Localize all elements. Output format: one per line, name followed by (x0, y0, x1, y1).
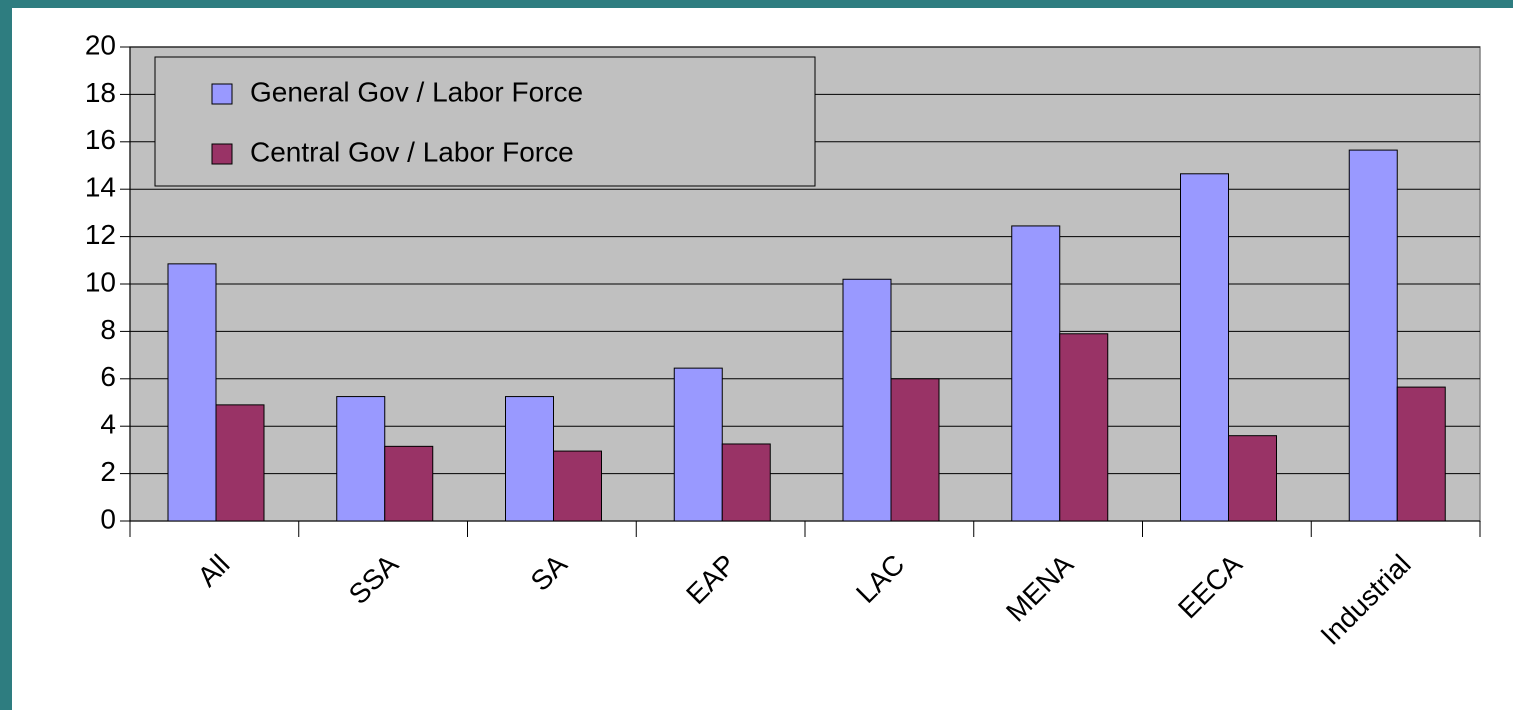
legend-swatch (211, 143, 233, 165)
bar (1011, 225, 1061, 522)
bar (721, 443, 771, 522)
legend-swatch (211, 83, 233, 105)
y-tick-label: 0 (100, 503, 116, 534)
y-tick-label: 18 (85, 77, 116, 108)
bar (384, 445, 434, 522)
y-tick-label: 10 (85, 266, 116, 297)
y-tick-label: 16 (85, 124, 116, 155)
y-tick-label: 6 (100, 361, 116, 392)
y-tick-label: 20 (85, 29, 116, 60)
legend-label: Central Gov / Labor Force (250, 136, 574, 167)
bar (673, 367, 723, 522)
bar (553, 450, 602, 522)
y-tick-label: 8 (100, 314, 116, 345)
bar (890, 378, 940, 522)
legend-box (154, 56, 816, 187)
bar (1059, 333, 1109, 522)
bar (1396, 386, 1446, 522)
y-tick-label: 12 (85, 219, 116, 250)
bar (842, 278, 892, 522)
y-tick-label: 2 (100, 456, 116, 487)
bar (215, 404, 265, 522)
bar (167, 263, 217, 522)
bar (1180, 173, 1229, 522)
bar (336, 396, 386, 522)
bar (505, 396, 554, 522)
bar (1348, 149, 1398, 522)
bar (1228, 435, 1277, 522)
legend-label: General Gov / Labor Force (250, 76, 583, 107)
y-tick-label: 4 (100, 409, 116, 440)
y-tick-label: 14 (85, 172, 116, 203)
